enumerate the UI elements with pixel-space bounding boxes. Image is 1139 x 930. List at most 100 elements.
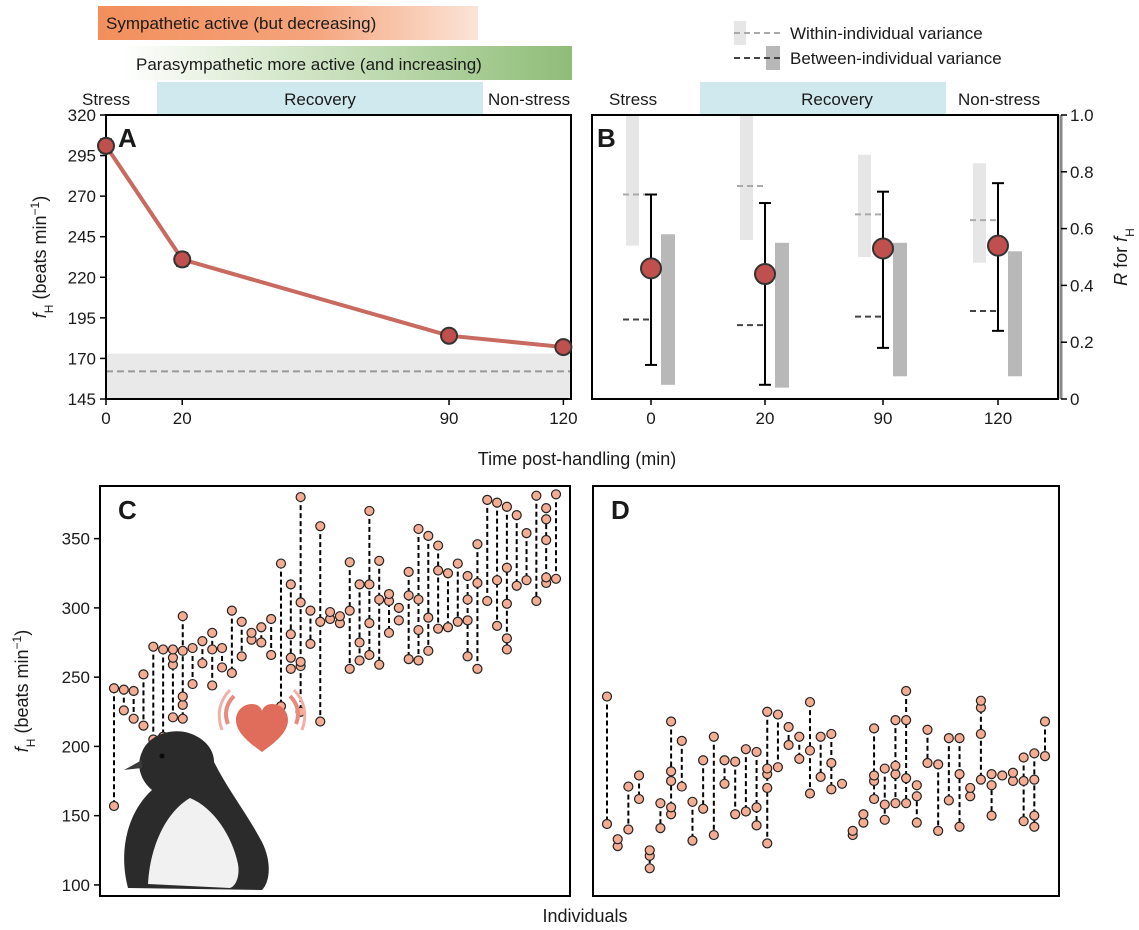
individual-measurement bbox=[472, 539, 483, 550]
individual-measurement bbox=[462, 651, 473, 662]
individual-measurement bbox=[868, 770, 880, 781]
y-tick-label-b: 0.8 bbox=[1070, 163, 1094, 182]
x-axis-label-top: Time post-handling (min) bbox=[478, 449, 676, 469]
individual-measurement bbox=[462, 615, 473, 626]
individual-measurement bbox=[826, 728, 837, 740]
panel-b-frame bbox=[591, 114, 1059, 400]
individual-measurement bbox=[482, 494, 493, 505]
panel-a-label: A bbox=[118, 123, 137, 153]
individual-measurement bbox=[550, 573, 562, 584]
individual-measurement bbox=[1018, 752, 1029, 763]
individual-measurement bbox=[197, 658, 208, 669]
individual-measurement bbox=[256, 622, 267, 633]
individual-measurement bbox=[901, 685, 912, 697]
individual-measurement bbox=[954, 821, 965, 832]
phase-recovery-a: Recovery bbox=[284, 90, 356, 109]
individual-measurement bbox=[911, 780, 922, 791]
within-variance-bar bbox=[626, 115, 639, 246]
individual-measurement bbox=[612, 834, 623, 845]
individual-measurement bbox=[676, 735, 687, 746]
individual-measurement bbox=[491, 575, 503, 586]
y-axis-label-a-rest: (beats min bbox=[30, 215, 50, 304]
y-tick-label-b: 1.0 bbox=[1070, 106, 1094, 125]
individual-measurement bbox=[295, 656, 306, 668]
individual-measurement bbox=[730, 809, 741, 820]
within-variance-bar bbox=[740, 115, 753, 240]
individual-measurement bbox=[462, 570, 473, 582]
individual-measurement bbox=[118, 705, 129, 716]
individual-measurement bbox=[708, 731, 719, 742]
individual-measurement bbox=[762, 838, 773, 849]
individual-measurement bbox=[403, 566, 414, 577]
individual-measurement bbox=[501, 598, 512, 609]
phase-nonstress-b: Non-stress bbox=[958, 90, 1040, 109]
individual-measurement bbox=[762, 706, 773, 717]
individual-measurement bbox=[108, 683, 120, 694]
individual-measurement bbox=[187, 642, 198, 654]
y-tick-label-a: 270 bbox=[68, 187, 96, 206]
y-axis-label-a-close: ) bbox=[30, 196, 50, 202]
individual-measurement bbox=[207, 627, 218, 638]
y-tick-label-c: 200 bbox=[62, 737, 90, 756]
y-axis-label-a: fH (beats min−1) bbox=[28, 196, 56, 318]
panel-d-frame bbox=[592, 485, 1060, 897]
individual-measurement bbox=[413, 624, 424, 636]
legend: Within-individual variance Between-indiv… bbox=[734, 21, 1002, 70]
panel-a: 145 170 195 220 245 270 295 320 0 20 90 120 AfH (bea… bbox=[28, 106, 578, 428]
individual-measurement bbox=[226, 605, 237, 616]
individual-measurement bbox=[879, 814, 890, 825]
panel-c-frame bbox=[99, 485, 571, 897]
x-tick-label-b: 20 bbox=[756, 409, 775, 428]
y-axis-label-c: fH (beats min−1) bbox=[10, 630, 38, 752]
r-point bbox=[754, 263, 776, 286]
individual-measurement bbox=[633, 770, 645, 781]
individual-measurement bbox=[644, 845, 655, 856]
between-variance-bar bbox=[661, 234, 675, 385]
individual-measurement bbox=[601, 691, 613, 702]
individual-measurement bbox=[986, 769, 997, 780]
individual-measurement bbox=[177, 699, 188, 710]
individual-measurement bbox=[177, 611, 188, 622]
individual-measurement bbox=[890, 798, 901, 809]
x-tick-label-b: 90 bbox=[874, 409, 893, 428]
individual-measurement bbox=[943, 732, 954, 744]
x-tick-label-b: 0 bbox=[646, 409, 655, 428]
individual-measurement bbox=[197, 636, 208, 647]
individual-measurement bbox=[393, 615, 404, 626]
individual-measurement bbox=[890, 769, 901, 780]
individual-measurement bbox=[804, 745, 816, 756]
individual-measurement bbox=[1018, 816, 1029, 827]
individual-measurement bbox=[665, 775, 677, 787]
individual-measurement bbox=[541, 572, 552, 583]
legend-within-label: Within-individual variance bbox=[790, 24, 983, 43]
panel-b: 0 20 90 120 0 0.2 0.4 0.6 0.8 1.0 B R for fH bbox=[591, 106, 1137, 428]
y-axis-label-c-close: ) bbox=[12, 630, 32, 636]
individual-measurement bbox=[901, 773, 912, 784]
individual-measurement bbox=[207, 644, 218, 655]
individual-measurement bbox=[644, 863, 655, 874]
individual-measurement bbox=[354, 579, 365, 590]
individual-measurement bbox=[315, 716, 326, 727]
y-axis-label-c-sub: H bbox=[24, 739, 38, 748]
individual-measurement bbox=[911, 791, 922, 802]
panel-a-frame bbox=[105, 114, 572, 400]
individual-measurement bbox=[472, 663, 483, 674]
individual-measurement bbox=[922, 757, 933, 769]
phase-recovery-b: Recovery bbox=[801, 90, 873, 109]
individual-measurement bbox=[305, 605, 316, 616]
individual-measurement bbox=[138, 720, 149, 731]
individual-measurement bbox=[423, 612, 434, 623]
data-point-a bbox=[97, 136, 115, 155]
individual-measurement bbox=[794, 753, 805, 764]
individual-measurement bbox=[285, 629, 296, 640]
y-tick-label-a: 320 bbox=[68, 106, 96, 125]
individual-measurement bbox=[315, 616, 326, 627]
y-axis-label-c-f: f bbox=[12, 745, 32, 752]
individual-measurement bbox=[740, 744, 751, 755]
y-tick-label-c: 250 bbox=[62, 668, 90, 687]
individual-measurement bbox=[901, 714, 912, 726]
y-tick-label-b: 0.6 bbox=[1070, 220, 1094, 239]
individual-measurement bbox=[1029, 821, 1040, 832]
individual-measurement bbox=[1029, 810, 1040, 821]
x-tick-label-a: 90 bbox=[440, 409, 459, 428]
